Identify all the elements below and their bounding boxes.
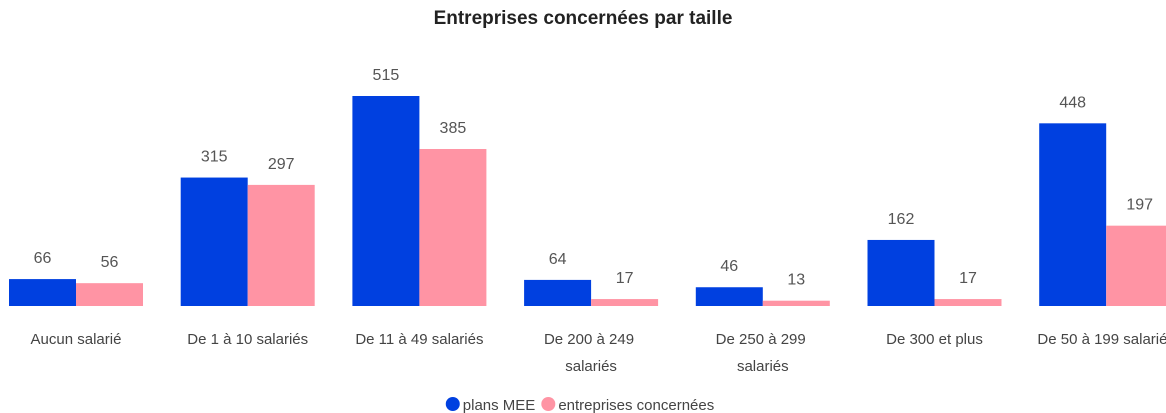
bar [180, 177, 248, 306]
label-line: De 250 à 299 [716, 331, 810, 348]
bar [934, 299, 1002, 306]
legend: plans MEE entreprises concernées [445, 397, 714, 413]
bar [419, 149, 487, 306]
x-tick-label: De 1 à 10 salariés [187, 331, 308, 348]
data-label: 17 [616, 270, 634, 287]
bar [524, 279, 592, 306]
label-line: salariés [565, 358, 617, 375]
x-tick-label: De 50 à 199 salariés [1037, 331, 1166, 348]
data-label: 56 [101, 254, 119, 271]
bar [9, 279, 76, 306]
bar [76, 283, 143, 306]
data-label: 64 [549, 251, 567, 268]
x-tick-label: De 11 à 49 salariés [355, 331, 483, 348]
data-label: 162 [888, 211, 915, 228]
bar [1106, 225, 1166, 306]
legend-swatch [445, 397, 460, 411]
x-tick-label: De 200 à 249 salariés [544, 331, 638, 375]
legend-label: plans MEE [463, 397, 536, 413]
data-label: 197 [1126, 197, 1153, 214]
data-label: 66 [34, 250, 52, 267]
data-label: 448 [1059, 94, 1086, 111]
data-label: 13 [787, 272, 805, 289]
bar [247, 184, 315, 306]
bar [762, 300, 830, 306]
bar [867, 239, 935, 306]
legend-label: entreprises concernées [558, 397, 714, 413]
data-label: 515 [373, 67, 400, 84]
data-label: 297 [268, 156, 295, 173]
data-label: 17 [959, 270, 977, 287]
bar [1039, 123, 1107, 306]
x-tick-label: De 300 et plus [886, 331, 983, 348]
data-label: 385 [440, 120, 467, 137]
chart-title: Entreprises concernées par taille [434, 8, 733, 29]
x-tick-label: De 250 à 299 salariés [716, 331, 810, 375]
x-tick-label: Aucun salarié [31, 331, 122, 348]
data-label: 46 [720, 258, 738, 275]
bar [352, 96, 420, 306]
label-line: salariés [737, 358, 789, 375]
data-label: 315 [201, 149, 228, 166]
legend-swatch [541, 397, 556, 411]
bar [591, 299, 659, 306]
bar [695, 287, 763, 306]
label-line: De 200 à 249 [544, 331, 638, 348]
